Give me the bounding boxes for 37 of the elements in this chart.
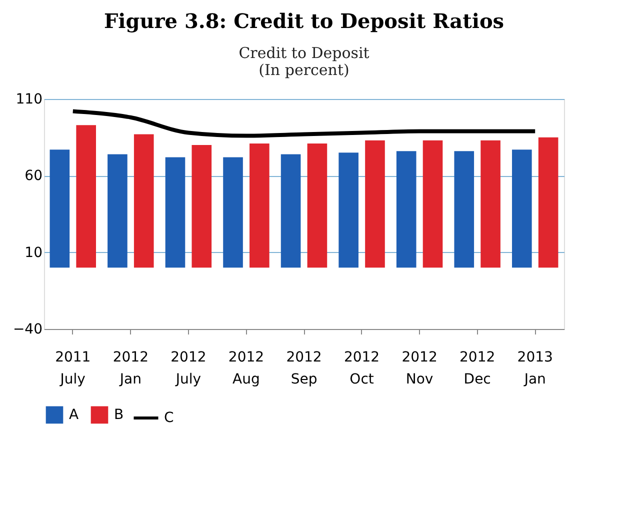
legend-label: C [164, 410, 174, 426]
line-series [70, 109, 538, 138]
y-tick-label: −40 [12, 322, 42, 338]
bar [76, 125, 96, 268]
y-tick-label: 10 [24, 244, 42, 261]
bar [480, 140, 500, 268]
y-tick-label: 110 [16, 92, 42, 108]
x-tick-label: 2012 July [170, 350, 206, 388]
bar [165, 157, 186, 268]
x-tick-label: 2011 July [55, 350, 91, 388]
bar [250, 143, 270, 268]
bar [338, 152, 358, 268]
chart-subtitle: Credit to Deposit (In percent) [238, 44, 370, 79]
legend-label: B [114, 406, 124, 423]
legend-label: A [69, 406, 79, 423]
bar [454, 151, 474, 268]
bar [108, 154, 128, 268]
x-tick-label: 2012 Nov [402, 350, 438, 388]
bar [192, 145, 212, 268]
bar [280, 154, 301, 268]
y-tick-label: 60 [24, 168, 42, 184]
x-tick-label: 2012 Oct [344, 350, 380, 388]
x-tick-label: 2012 Dec [460, 350, 496, 388]
x-tick-label: 2013 Jan [517, 350, 553, 388]
bar [50, 150, 70, 268]
x-tick-label: 2012 Sep [286, 350, 322, 388]
bar [396, 151, 416, 268]
bar [134, 134, 154, 268]
chart-title: Figure 3.8: Credit to Deposit Ratios [104, 9, 504, 33]
bar [512, 150, 532, 268]
bar [538, 137, 558, 268]
bar [422, 140, 443, 268]
x-tick-label: 2012 Aug [228, 350, 264, 388]
bar [223, 157, 243, 268]
bar [365, 140, 385, 268]
bar [307, 143, 328, 268]
x-tick-label: 2012 Jan [112, 350, 148, 388]
